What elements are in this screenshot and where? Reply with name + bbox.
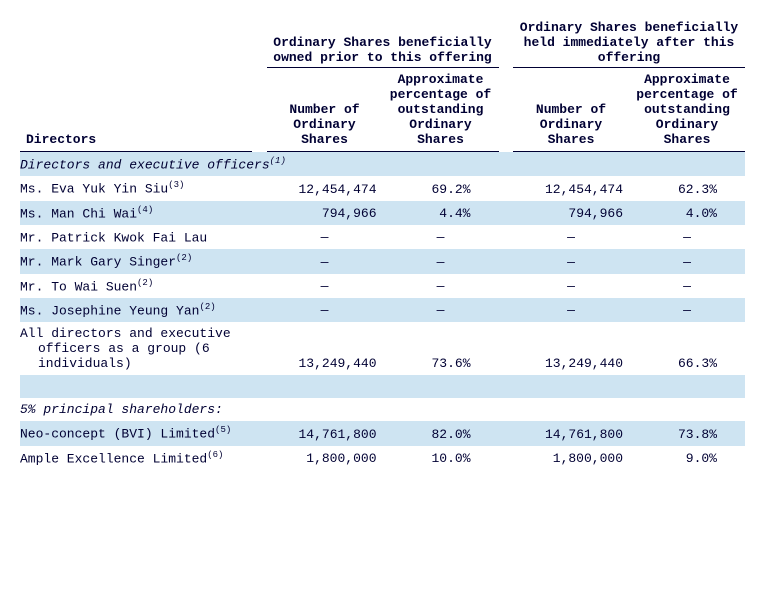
cell-n2: 13,249,440 (513, 322, 629, 375)
row-label: Ms. Josephine Yeung Yan (20, 303, 199, 318)
header-sub-row: Directors Number of Ordinary Shares Appr… (20, 68, 745, 152)
cell-n1: 14,761,800 (267, 421, 383, 445)
header-group-prior: Ordinary Shares beneficially owned prior… (267, 16, 499, 68)
row-label: Mr. To Wai Suen (20, 279, 137, 294)
header-directors: Directors (20, 68, 252, 152)
cell-n1: — (267, 225, 383, 249)
cell-n1: 13,249,440 (267, 322, 383, 375)
section-shareholders-label: 5% principal shareholders: (20, 398, 745, 421)
cell-n1: — (267, 274, 383, 298)
row-label: Mr. Patrick Kwok Fai Lau (20, 230, 207, 245)
cell-p1: 73.6% (383, 322, 499, 375)
cell-p1: 82.0% (383, 421, 499, 445)
row-label: Neo-concept (BVI) Limited (20, 427, 215, 442)
header-col1: Number of Ordinary Shares (267, 68, 383, 152)
table-row: Mr. Mark Gary Singer(2) — — — — (20, 249, 745, 273)
cell-p1: — (383, 274, 499, 298)
header-group-row: Ordinary Shares beneficially owned prior… (20, 16, 745, 68)
cell-p2: 4.0% (629, 201, 745, 225)
cell-n1: 1,800,000 (267, 446, 383, 470)
row-label: Ample Excellence Limited (20, 451, 207, 466)
cell-n2: 794,966 (513, 201, 629, 225)
row-sup: (2) (176, 253, 192, 263)
cell-p2: 73.8% (629, 421, 745, 445)
row-label: Ms. Man Chi Wai (20, 206, 137, 221)
header-col4: Approximate percentage of outstanding Or… (629, 68, 745, 152)
cell-n2: 1,800,000 (513, 446, 629, 470)
cell-n2: — (513, 249, 629, 273)
table-row: Ms. Eva Yuk Yin Siu(3) 12,454,474 69.2% … (20, 176, 745, 200)
row-label: Ms. Eva Yuk Yin Siu (20, 182, 168, 197)
section-shareholders: 5% principal shareholders: (20, 398, 745, 421)
row-sup: (4) (137, 205, 153, 215)
table-row: Ms. Josephine Yeung Yan(2) — — — — (20, 298, 745, 322)
table-row: Ample Excellence Limited(6) 1,800,000 10… (20, 446, 745, 470)
cell-p1: 4.4% (383, 201, 499, 225)
cell-n1: 12,454,474 (267, 176, 383, 200)
section-officers-label: Directors and executive officers (20, 157, 270, 172)
header-group-after: Ordinary Shares beneficially held immedi… (513, 16, 745, 68)
table-row: Mr. Patrick Kwok Fai Lau — — — — (20, 225, 745, 249)
cell-p2: — (629, 298, 745, 322)
ownership-table: Ordinary Shares beneficially owned prior… (20, 16, 745, 470)
cell-n2: — (513, 225, 629, 249)
table-row: All directors and executive officers as … (20, 322, 745, 375)
cell-n2: — (513, 298, 629, 322)
cell-p1: 10.0% (383, 446, 499, 470)
cell-p1: — (383, 249, 499, 273)
table-row: Ms. Man Chi Wai(4) 794,966 4.4% 794,966 … (20, 201, 745, 225)
row-sup: (3) (168, 180, 184, 190)
row-label: Mr. Mark Gary Singer (20, 255, 176, 270)
cell-p2: 62.3% (629, 176, 745, 200)
row-sup: (6) (207, 450, 223, 460)
cell-n2: — (513, 274, 629, 298)
table-row: Neo-concept (BVI) Limited(5) 14,761,800 … (20, 421, 745, 445)
cell-n1: 794,966 (267, 201, 383, 225)
row-sup: (5) (215, 425, 231, 435)
cell-p2: 66.3% (629, 322, 745, 375)
spacer-row (20, 375, 745, 398)
cell-p1: — (383, 298, 499, 322)
cell-n1: — (267, 298, 383, 322)
cell-n1: — (267, 249, 383, 273)
section-officers-sup: (1) (270, 156, 286, 166)
cell-p1: — (383, 225, 499, 249)
row-sup: (2) (137, 278, 153, 288)
row-sup: (2) (199, 302, 215, 312)
cell-p2: 9.0% (629, 446, 745, 470)
cell-n2: 12,454,474 (513, 176, 629, 200)
cell-p1: 69.2% (383, 176, 499, 200)
header-col2: Approximate percentage of outstanding Or… (383, 68, 499, 152)
cell-p2: — (629, 225, 745, 249)
row-label: All directors and executive officers as … (20, 326, 231, 371)
cell-p2: — (629, 274, 745, 298)
table-row: Mr. To Wai Suen(2) — — — — (20, 274, 745, 298)
header-col3: Number of Ordinary Shares (513, 68, 629, 152)
cell-n2: 14,761,800 (513, 421, 629, 445)
cell-p2: — (629, 249, 745, 273)
section-officers: Directors and executive officers(1) (20, 152, 745, 177)
